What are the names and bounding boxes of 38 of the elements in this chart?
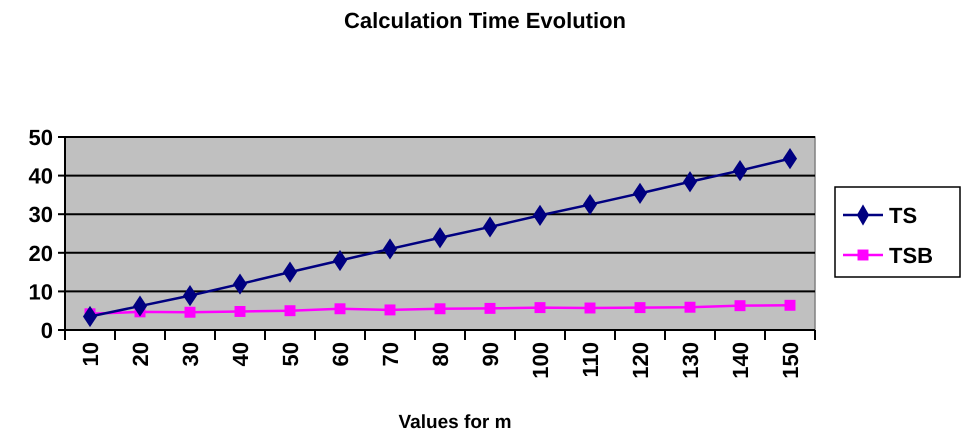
point bbox=[584, 302, 596, 314]
x-tick-label: 140 bbox=[728, 342, 753, 379]
x-tick-label: 110 bbox=[578, 342, 603, 378]
x-tick-label: 120 bbox=[628, 342, 653, 379]
x-tick-label: 130 bbox=[678, 342, 703, 379]
x-tick-label: 10 bbox=[78, 342, 103, 366]
point bbox=[784, 300, 796, 311]
point bbox=[534, 302, 546, 314]
x-tick-label: 20 bbox=[128, 342, 153, 366]
chart-title: Calculation Time Evolution bbox=[344, 8, 626, 33]
point bbox=[184, 306, 196, 318]
x-axis-title: Values for m bbox=[398, 412, 512, 433]
y-tick-label: 0 bbox=[40, 318, 53, 343]
point bbox=[284, 305, 296, 316]
x-tick-label: 90 bbox=[478, 342, 503, 366]
x-tick-label: 100 bbox=[528, 342, 553, 379]
y-tick-label: 40 bbox=[28, 164, 53, 189]
x-tick-label: 40 bbox=[228, 342, 253, 366]
point bbox=[434, 303, 446, 314]
x-tick-label: 80 bbox=[428, 342, 453, 366]
y-tick-label: 20 bbox=[28, 240, 53, 266]
point bbox=[484, 302, 496, 314]
point bbox=[734, 300, 746, 312]
legend-label: TS bbox=[889, 203, 918, 228]
x-tick-label: 60 bbox=[328, 342, 353, 366]
x-tick-label: 50 bbox=[278, 342, 303, 366]
point bbox=[234, 306, 246, 317]
x-tick-label: 150 bbox=[778, 342, 803, 379]
legend-label: TSB bbox=[889, 243, 933, 268]
point bbox=[634, 302, 646, 314]
y-tick-label: 50 bbox=[28, 125, 53, 150]
y-tick-label: 30 bbox=[28, 202, 53, 228]
point bbox=[334, 303, 346, 314]
x-tick-label: 70 bbox=[378, 342, 403, 366]
x-tick-label: 30 bbox=[178, 342, 203, 366]
point bbox=[384, 304, 396, 316]
point bbox=[684, 302, 696, 313]
y-tick-label: 10 bbox=[28, 279, 53, 304]
